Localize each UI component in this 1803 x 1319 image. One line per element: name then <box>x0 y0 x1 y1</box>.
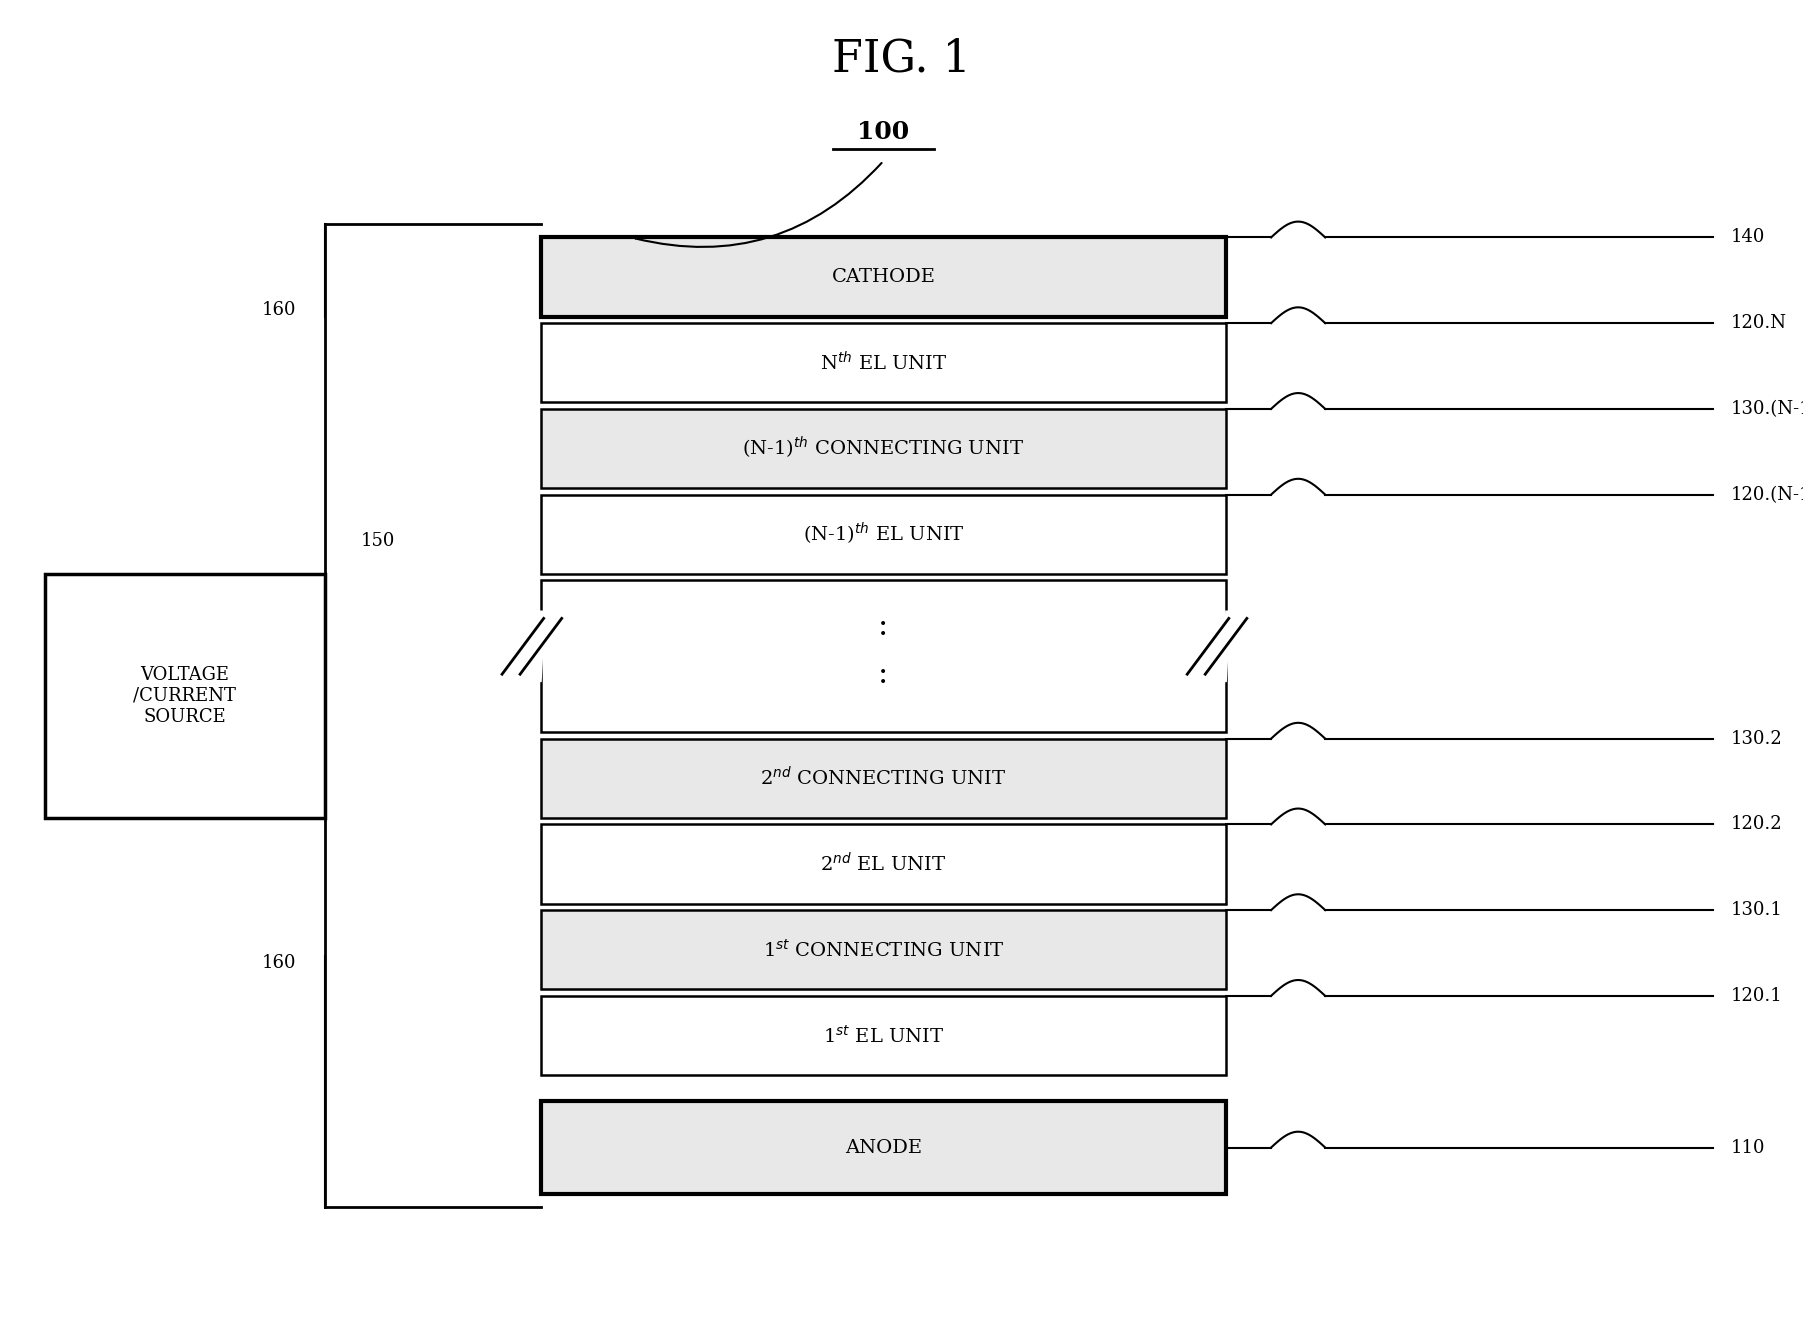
Text: 160: 160 <box>261 301 297 319</box>
Text: 120.(N-1): 120.(N-1) <box>1731 485 1803 504</box>
FancyArrowPatch shape <box>636 164 882 247</box>
Bar <box>541 996 1226 1075</box>
Text: 120.2: 120.2 <box>1731 815 1783 834</box>
Text: 140: 140 <box>1731 228 1765 247</box>
Bar <box>541 910 1226 989</box>
Bar <box>541 824 1226 904</box>
Bar <box>541 739 1226 818</box>
Text: FIG. 1: FIG. 1 <box>831 38 972 80</box>
Text: 100: 100 <box>858 120 909 144</box>
Text: :: : <box>878 658 889 690</box>
Text: N$^{th}$ EL UNIT: N$^{th}$ EL UNIT <box>820 351 947 375</box>
Text: 1$^{st}$ EL UNIT: 1$^{st}$ EL UNIT <box>822 1025 945 1046</box>
Bar <box>541 495 1226 574</box>
Text: 120.N: 120.N <box>1731 314 1787 332</box>
Text: :: : <box>878 611 889 642</box>
Text: CATHODE: CATHODE <box>831 268 936 286</box>
Text: 2$^{nd}$ EL UNIT: 2$^{nd}$ EL UNIT <box>820 852 947 876</box>
Text: 2$^{nd}$ CONNECTING UNIT: 2$^{nd}$ CONNECTING UNIT <box>761 766 1006 790</box>
Text: 110: 110 <box>1731 1138 1765 1157</box>
Text: VOLTAGE
/CURRENT
SOURCE: VOLTAGE /CURRENT SOURCE <box>133 666 236 725</box>
Bar <box>541 1101 1226 1194</box>
Bar <box>45 574 325 818</box>
Text: 1$^{st}$ CONNECTING UNIT: 1$^{st}$ CONNECTING UNIT <box>763 939 1004 960</box>
Text: (N-1)$^{th}$ CONNECTING UNIT: (N-1)$^{th}$ CONNECTING UNIT <box>743 435 1024 462</box>
Bar <box>541 409 1226 488</box>
Text: 130.1: 130.1 <box>1731 901 1783 919</box>
Bar <box>541 323 1226 402</box>
Bar <box>541 237 1226 317</box>
Text: 150: 150 <box>361 532 395 550</box>
Text: 120.1: 120.1 <box>1731 987 1783 1005</box>
Text: 130.(N-1): 130.(N-1) <box>1731 400 1803 418</box>
Text: ANODE: ANODE <box>846 1138 921 1157</box>
Text: 130.2: 130.2 <box>1731 729 1783 748</box>
Text: 160: 160 <box>261 954 297 972</box>
Text: (N-1)$^{th}$ EL UNIT: (N-1)$^{th}$ EL UNIT <box>802 521 965 547</box>
Bar <box>541 580 1226 732</box>
